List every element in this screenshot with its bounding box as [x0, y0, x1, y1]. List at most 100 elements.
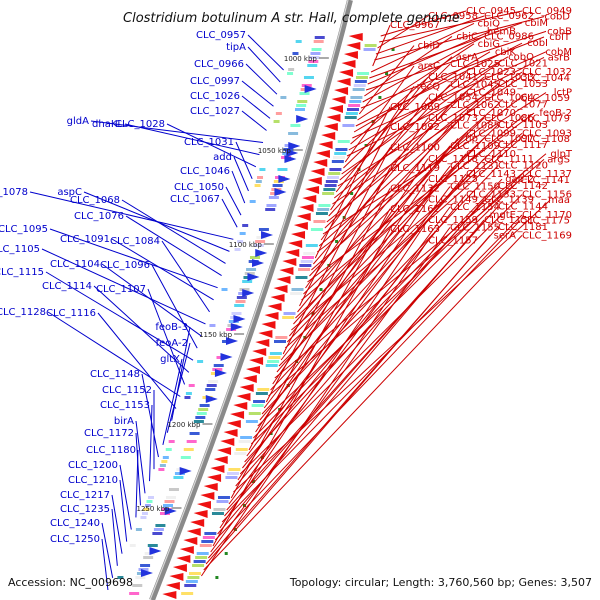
- right-gene-label[interactable]: CLC_1118: [428, 154, 478, 165]
- right-gene-label[interactable]: CLC_0958: [428, 11, 478, 22]
- left-gene-label[interactable]: CLC_1152: [102, 385, 152, 396]
- right-gene-label[interactable]: CLC_1045: [450, 80, 500, 91]
- right-gene-label[interactable]: CLC_0945: [466, 6, 516, 17]
- right-gene-label[interactable]: CLC_1141: [520, 175, 570, 186]
- right-gene-label[interactable]: CLC_1044: [520, 73, 570, 84]
- left-gene-label[interactable]: CLC_1046: [180, 166, 230, 177]
- right-gene-label[interactable]: arsC: [418, 61, 440, 72]
- left-gene-label[interactable]: CLC_1084: [110, 236, 160, 247]
- right-gene-label[interactable]: CLC_1099: [466, 128, 516, 139]
- right-gene-label[interactable]: CLC_1103: [498, 120, 548, 131]
- left-gene-label[interactable]: CLC_1104: [50, 259, 100, 270]
- right-gene-label[interactable]: CLC_1086: [484, 113, 534, 124]
- right-gene-label[interactable]: CLC_1137: [522, 169, 572, 180]
- right-gene-label[interactable]: CLC_1023: [466, 67, 516, 78]
- right-gene-label[interactable]: CLC_1110: [466, 149, 516, 160]
- left-gene-label[interactable]: CLC_1210: [68, 475, 118, 486]
- right-gene-label[interactable]: CLC_1162: [390, 204, 440, 215]
- right-gene-label[interactable]: cbiG: [478, 39, 500, 50]
- left-gene-label[interactable]: aspC: [57, 187, 82, 198]
- right-gene-label[interactable]: CLC_1143: [466, 169, 516, 180]
- right-gene-label[interactable]: CLC_1077: [498, 99, 548, 110]
- right-gene-label[interactable]: CLC_1117: [498, 140, 548, 151]
- right-gene-label[interactable]: CLC_0986: [484, 31, 534, 42]
- right-gene-label[interactable]: CLC_1131: [450, 161, 500, 172]
- right-gene-label[interactable]: CLC_0962: [484, 11, 534, 22]
- right-gene-label[interactable]: cbiT: [549, 32, 571, 43]
- left-gene-label[interactable]: dhaKL: [92, 119, 123, 130]
- left-gene-label[interactable]: CLC_1078: [0, 187, 28, 198]
- left-gene-label[interactable]: add: [213, 152, 232, 163]
- right-gene-label[interactable]: cbiC: [456, 31, 478, 42]
- left-gene-label[interactable]: tipA: [226, 42, 246, 53]
- right-gene-label[interactable]: serA: [494, 230, 516, 241]
- left-gene-label[interactable]: CLC_1067: [170, 194, 220, 205]
- left-gene-label[interactable]: CLC_1235: [60, 504, 110, 515]
- right-gene-label[interactable]: CLC_1142: [498, 181, 548, 192]
- right-gene-label[interactable]: CLC_1163: [390, 224, 440, 235]
- right-gene-label[interactable]: asrB: [548, 52, 570, 63]
- left-gene-label[interactable]: CLC_1076: [74, 211, 124, 222]
- left-gene-label[interactable]: birA: [114, 416, 134, 427]
- right-gene-label[interactable]: cbiQ: [478, 18, 501, 29]
- right-gene-label[interactable]: CLC_1149: [428, 195, 478, 206]
- right-gene-label[interactable]: cobB: [547, 26, 572, 37]
- right-gene-label[interactable]: mgtE: [490, 210, 516, 221]
- left-gene-label[interactable]: CLC_1107: [96, 284, 146, 295]
- left-gene-label[interactable]: CLC_1240: [50, 518, 100, 529]
- right-gene-label[interactable]: CLC_1093: [522, 128, 572, 139]
- right-gene-label[interactable]: CLC_1133: [466, 190, 516, 201]
- right-gene-label[interactable]: CLC_1053: [498, 79, 548, 90]
- right-gene-label[interactable]: CLC_1154: [450, 202, 500, 213]
- right-gene-label[interactable]: cbiD: [418, 41, 441, 52]
- right-gene-label[interactable]: CLC_1109: [450, 141, 500, 152]
- left-gene-label[interactable]: feoA-2: [156, 338, 188, 349]
- right-gene-label[interactable]: CLC_0949: [522, 6, 572, 17]
- left-gene-label[interactable]: CLC_0957: [196, 30, 246, 41]
- right-gene-label[interactable]: CLC_1170: [522, 210, 572, 221]
- left-gene-label[interactable]: CLC_1068: [70, 195, 120, 206]
- left-gene-label[interactable]: CLC_1116: [46, 308, 96, 319]
- right-gene-label[interactable]: lctP: [554, 88, 572, 99]
- right-gene-label[interactable]: CLC_1085: [450, 120, 500, 131]
- right-gene-label[interactable]: CLC_1132: [390, 183, 440, 194]
- right-gene-label[interactable]: maa: [548, 195, 570, 206]
- right-gene-label[interactable]: cobM: [545, 47, 572, 58]
- left-gene-label[interactable]: CLC_1153: [100, 400, 150, 411]
- left-gene-label[interactable]: gltX: [160, 354, 180, 365]
- right-gene-label[interactable]: CLC_1125: [428, 174, 478, 185]
- right-gene-label[interactable]: CLC_1059: [520, 93, 570, 104]
- right-gene-label[interactable]: CLC_1150: [450, 182, 500, 193]
- right-gene-label[interactable]: CLC_1073: [428, 113, 478, 124]
- right-gene-label[interactable]: CLC_1155: [450, 222, 500, 233]
- right-gene-label[interactable]: tlp: [465, 133, 478, 144]
- right-gene-label[interactable]: feoB-2: [539, 108, 572, 119]
- right-gene-label[interactable]: CLC_1032: [522, 67, 572, 78]
- right-gene-label[interactable]: cobD: [544, 12, 570, 23]
- right-gene-label[interactable]: cbiK: [495, 47, 517, 58]
- left-gene-label[interactable]: CLC_1096: [100, 260, 150, 271]
- right-gene-label[interactable]: CLC_1157: [428, 235, 478, 246]
- left-gene-label[interactable]: CLC_1148: [90, 369, 140, 380]
- right-gene-label[interactable]: CLC_1181: [498, 222, 548, 233]
- right-gene-label[interactable]: CLC_1049: [466, 88, 516, 99]
- right-gene-label[interactable]: CLC_1156: [522, 190, 572, 201]
- left-gene-label[interactable]: feoB-3: [155, 322, 188, 333]
- left-gene-label[interactable]: CLC_1172: [84, 428, 134, 439]
- left-gene-label[interactable]: CLC_1026: [190, 91, 240, 102]
- right-gene-label[interactable]: CLC_1097: [484, 133, 534, 144]
- right-gene-label[interactable]: CLC_1021: [498, 59, 548, 70]
- right-gene-label[interactable]: CLC_1070: [466, 108, 516, 119]
- right-gene-label[interactable]: gap-2: [505, 174, 534, 185]
- right-gene-label[interactable]: CLC_1120: [498, 161, 548, 172]
- left-gene-label[interactable]: CLC_1200: [68, 460, 118, 471]
- right-gene-label[interactable]: CLC_1151: [484, 215, 534, 226]
- left-gene-label[interactable]: CLC_1027: [190, 106, 240, 117]
- left-gene-label[interactable]: CLC_1105: [0, 244, 40, 255]
- left-gene-label[interactable]: CLC_1128: [0, 307, 46, 318]
- left-gene-label[interactable]: CLC_1091: [60, 234, 110, 245]
- right-gene-label[interactable]: asrA: [456, 52, 478, 63]
- left-gene-label[interactable]: CLC_1031: [184, 137, 234, 148]
- left-gene-label[interactable]: CLC_0997: [190, 76, 240, 87]
- right-gene-label[interactable]: cobI: [527, 38, 548, 49]
